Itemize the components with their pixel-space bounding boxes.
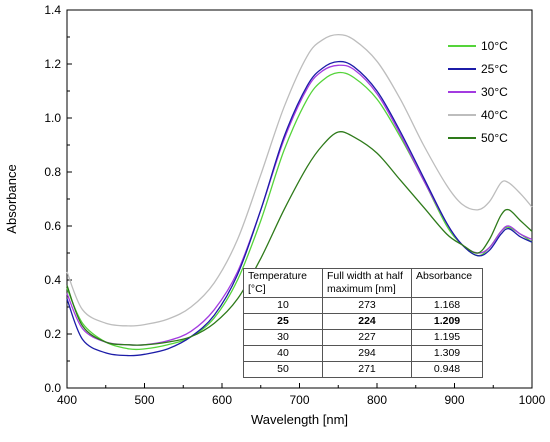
y-tick-label: 0.8 xyxy=(44,165,61,179)
x-tick-label: 600 xyxy=(212,393,232,407)
legend-label: 10°C xyxy=(481,39,508,53)
cell-temperature: 30 xyxy=(243,329,323,346)
y-tick-label: 0.4 xyxy=(44,273,61,287)
x-tick-label: 500 xyxy=(134,393,154,407)
cell-fwhm: 271 xyxy=(322,361,412,378)
cell-temperature: 10 xyxy=(243,297,323,314)
y-tick-labels: 0.0 0.2 0.4 0.6 0.8 1.0 1.2 1.4 xyxy=(44,3,61,395)
cell-fwhm: 224 xyxy=(322,313,412,330)
cell-absorbance: 0.948 xyxy=(411,361,483,378)
series-line-4 xyxy=(66,131,533,346)
y-axis-title: Absorbance xyxy=(4,164,19,233)
y-tick-label: 1.4 xyxy=(44,3,61,17)
y-tick-label: 0.2 xyxy=(44,327,61,341)
table-body: 10 273 1.168 25 224 1.209 30 227 1.195 40 294 1.309… xyxy=(243,297,483,378)
y-tick-label: 0.0 xyxy=(44,381,61,395)
header-fwhm: Full width at half maximum [nm] xyxy=(322,268,412,298)
cell-temperature: 50 xyxy=(243,361,323,378)
y-tick-label: 1.0 xyxy=(44,111,61,125)
y-tick-label: 1.2 xyxy=(44,57,61,71)
legend-label: 25°C xyxy=(481,62,508,76)
legend-label: 50°C xyxy=(481,131,508,145)
x-tick-label: 1000 xyxy=(519,393,546,407)
cell-fwhm: 294 xyxy=(322,345,412,362)
y-tick-label: 0.6 xyxy=(44,219,61,233)
legend: 10°C 25°C 30°C 40°C 50°C xyxy=(448,39,508,145)
x-tick-labels: 400 500 600 700 800 900 1000 xyxy=(57,393,546,407)
axis-ticks xyxy=(66,9,533,389)
series-lines xyxy=(66,33,533,357)
cell-fwhm: 273 xyxy=(322,297,412,314)
legend-label: 30°C xyxy=(481,85,508,99)
cell-temperature: 40 xyxy=(243,345,323,362)
header-absorbance: Absorbance xyxy=(411,268,483,298)
x-tick-label: 900 xyxy=(444,393,464,407)
table-row: 10 273 1.168 xyxy=(243,297,483,314)
table-row: 30 227 1.195 xyxy=(243,329,483,346)
series-line-1 xyxy=(66,60,533,357)
cell-absorbance: 1.195 xyxy=(411,329,483,346)
table-header-row: Temperature [°C] Full width at half maxi… xyxy=(243,268,483,298)
legend-label: 40°C xyxy=(481,108,508,122)
cell-temperature: 25 xyxy=(243,313,323,330)
x-tick-label: 700 xyxy=(289,393,309,407)
series-line-3 xyxy=(66,33,533,327)
cell-absorbance: 1.309 xyxy=(411,345,483,362)
x-tick-label: 800 xyxy=(367,393,387,407)
table-row: 50 271 0.948 xyxy=(243,361,483,378)
table-row: 40 294 1.309 xyxy=(243,345,483,362)
x-tick-label: 400 xyxy=(57,393,77,407)
x-axis-title: Wavelength [nm] xyxy=(251,412,348,427)
table-row: 25 224 1.209 xyxy=(243,313,483,330)
fwhm-table: Temperature [°C] Full width at half maxi… xyxy=(243,268,483,378)
cell-absorbance: 1.168 xyxy=(411,297,483,314)
header-temperature: Temperature [°C] xyxy=(243,268,323,298)
cell-absorbance: 1.209 xyxy=(411,313,483,330)
cell-fwhm: 227 xyxy=(322,329,412,346)
